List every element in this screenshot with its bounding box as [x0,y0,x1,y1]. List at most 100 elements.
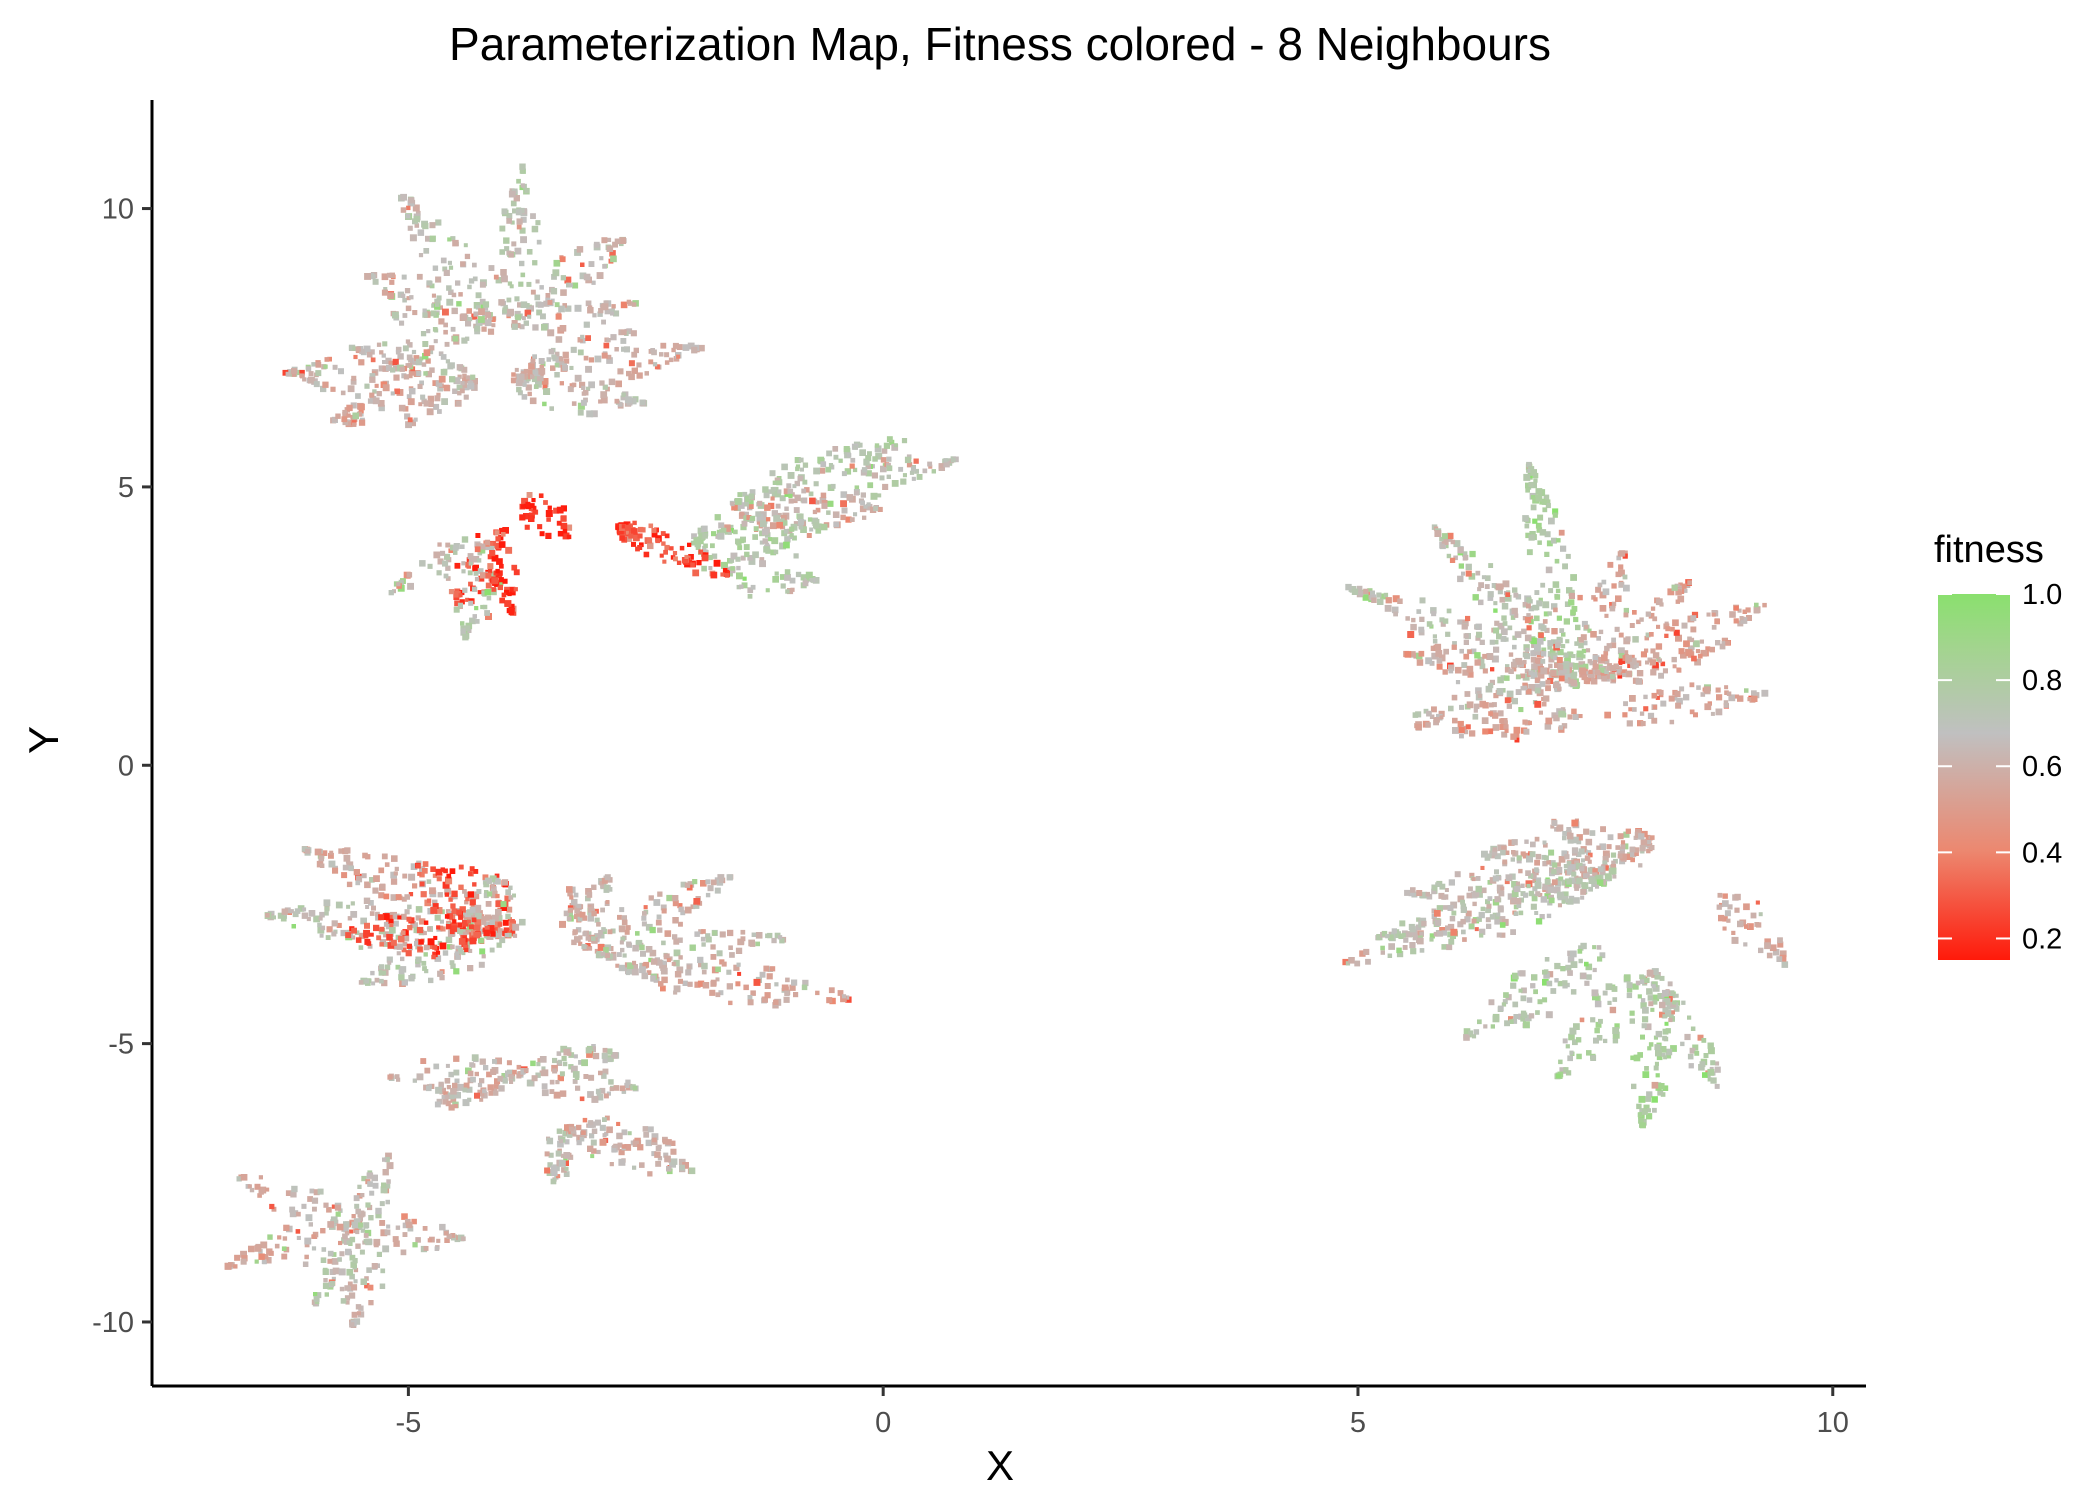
data-point [678,955,683,960]
data-point [802,479,808,485]
data-point [419,380,424,386]
data-point [461,561,466,566]
data-point [1662,989,1669,997]
data-point [512,208,518,214]
data-point [313,381,320,388]
data-point [943,461,950,468]
data-point [562,528,568,534]
data-point [294,908,301,914]
data-point [1510,929,1516,935]
data-point [295,1229,301,1234]
data-point [1630,850,1637,858]
data-point [789,533,794,538]
data-point [469,617,476,625]
data-point [547,505,552,510]
data-point [330,1216,338,1224]
data-point [1554,594,1561,600]
data-point [1598,1018,1603,1024]
data-point [384,1156,390,1163]
data-point [710,543,715,549]
data-point [1565,964,1571,971]
data-point [1571,871,1577,877]
data-point [1675,702,1682,709]
data-point [1629,623,1635,628]
data-point [654,364,660,370]
data-point [1580,889,1587,895]
data-point [1434,530,1442,537]
data-point [1494,639,1499,645]
data-point [1485,685,1493,693]
data-point [1500,932,1506,938]
data-point [386,272,392,278]
data-point [458,884,464,890]
data-point [632,1140,640,1147]
data-point [1530,637,1537,644]
data-point [577,349,584,356]
data-point [692,569,700,577]
data-point [1436,663,1443,670]
data-point [1635,678,1643,685]
data-point [479,543,486,550]
data-point [1575,624,1581,631]
data-point [875,452,883,460]
data-point [583,273,591,281]
data-point [783,528,789,534]
data-point [688,554,694,560]
data-point [436,925,441,930]
data-point [483,881,490,888]
data-point [338,1240,343,1246]
data-point [472,882,477,887]
data-point [1604,645,1610,652]
data-point [456,384,463,391]
data-point [1612,1038,1619,1044]
data-point [756,513,764,521]
data-point [1479,639,1485,645]
data-point [787,488,794,495]
data-point [648,359,654,365]
data-point [853,512,858,517]
data-point [415,210,421,216]
data-point [1584,855,1591,861]
data-point [400,930,406,935]
data-point [1665,1028,1671,1034]
leaf-lower-left-10 [559,886,601,951]
data-point [457,922,463,928]
data-point [1528,890,1535,897]
data-point [555,1080,560,1085]
data-point [1515,674,1521,680]
data-point [1540,625,1547,632]
data-point [529,503,535,508]
data-point [474,576,480,582]
data-point [1526,625,1532,631]
data-point [462,587,468,593]
data-point [475,912,482,920]
data-point [1628,707,1633,712]
leaf-upper-left-16 [691,504,828,562]
data-point [865,455,872,462]
data-point [363,1222,370,1229]
data-point [543,388,551,395]
legend-tick-label: 0.2 [2022,923,2062,955]
data-point [722,568,728,573]
data-point [1626,987,1633,993]
data-point [1526,997,1533,1003]
data-point [1554,978,1559,983]
data-point [1504,728,1509,733]
data-point [1520,851,1526,857]
data-point [557,1059,562,1064]
data-point [429,345,435,351]
data-point [408,357,414,363]
data-point [482,301,490,308]
data-point [1592,663,1599,670]
data-point [1562,835,1567,841]
data-point [465,375,470,380]
data-point [390,878,398,885]
data-point [292,911,299,918]
data-point [575,927,582,933]
data-point [632,534,640,542]
data-point [520,272,526,278]
data-point [612,1144,618,1151]
data-point [1488,563,1494,568]
leaf-upper-left-10 [516,372,648,418]
data-point [1579,1017,1585,1023]
